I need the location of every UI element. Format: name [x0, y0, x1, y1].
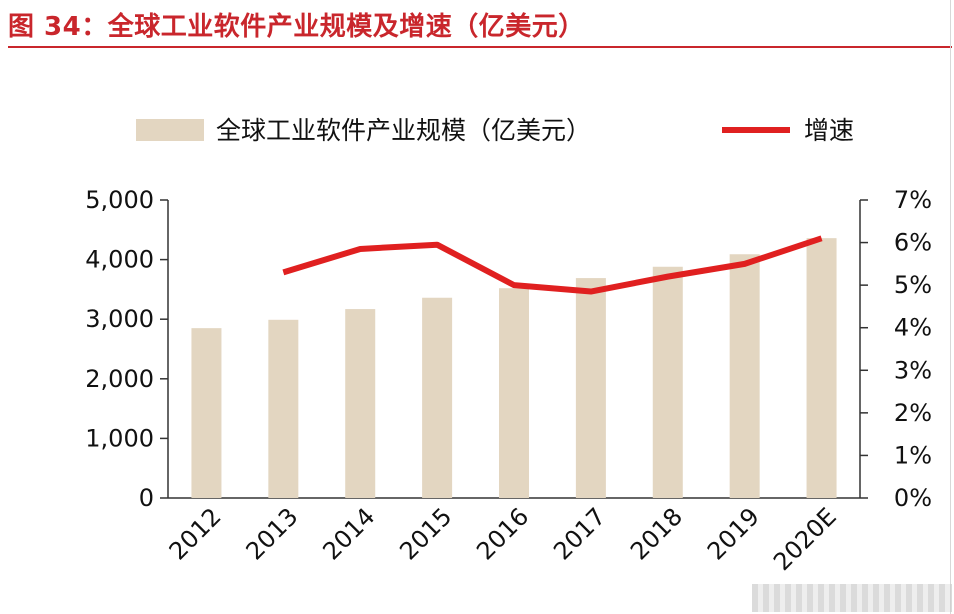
- x-axis: 2012 2013 2014 2015 2016 2017 2018 2019 2020E: [164, 497, 860, 576]
- bar: [729, 254, 760, 498]
- bar: [191, 328, 222, 498]
- bar: [806, 238, 837, 499]
- bar-series: [191, 238, 837, 499]
- bar: [268, 319, 299, 498]
- left-tick-label: 2,000: [85, 365, 154, 393]
- legend-swatch-bar: [136, 119, 204, 141]
- x-tick-label: 2013: [241, 502, 304, 565]
- x-tick-label: 2018: [625, 502, 688, 565]
- right-tick-label: 3%: [894, 356, 932, 384]
- page-edge-line: [950, 0, 951, 614]
- left-tick-label: 4,000: [85, 246, 154, 274]
- x-tick-label: 2016: [471, 502, 534, 565]
- left-tick-label: 5,000: [85, 186, 154, 214]
- bar: [345, 309, 376, 498]
- right-tick-label: 1%: [894, 441, 932, 469]
- growth-line: [282, 235, 823, 295]
- line-series: [282, 235, 823, 295]
- left-y-axis: 0 1,000 2,000 3,000 4,000 5,000: [85, 186, 169, 512]
- left-tick-label: 3,000: [85, 305, 154, 333]
- right-tick-label: 2%: [894, 399, 932, 427]
- legend-label-line: 增速: [804, 116, 854, 145]
- x-tick-label: 2019: [702, 502, 765, 565]
- x-tick-label: 2020E: [768, 502, 842, 576]
- x-tick-label: 2017: [548, 502, 611, 565]
- right-y-axis: 0% 1% 2% 3% 4% 5% 6% 7%: [859, 186, 932, 512]
- right-tick-label: 4%: [894, 314, 932, 342]
- figure-title: 图 34：全球工业软件产业规模及增速（亿美元）: [8, 12, 585, 42]
- x-tick-label: 2015: [394, 502, 457, 565]
- bar: [652, 266, 683, 498]
- right-tick-label: 6%: [894, 229, 932, 257]
- watermark-blur: [752, 584, 952, 612]
- bar: [499, 288, 529, 498]
- right-tick-label: 5%: [894, 271, 932, 299]
- x-tick-label: 2014: [317, 502, 380, 565]
- left-tick-label: 1,000: [85, 424, 154, 452]
- bar: [575, 278, 606, 498]
- right-tick-label: 0%: [894, 484, 932, 512]
- right-tick-label: 7%: [894, 186, 932, 214]
- title-divider: [8, 46, 952, 48]
- chart-legend: 全球工业软件产业规模（亿美元） 增速: [136, 116, 854, 145]
- left-tick-label: 0: [139, 484, 154, 512]
- x-tick-label: 2012: [164, 502, 227, 565]
- legend-label-bar: 全球工业软件产业规模（亿美元）: [216, 116, 591, 145]
- bar: [422, 297, 453, 498]
